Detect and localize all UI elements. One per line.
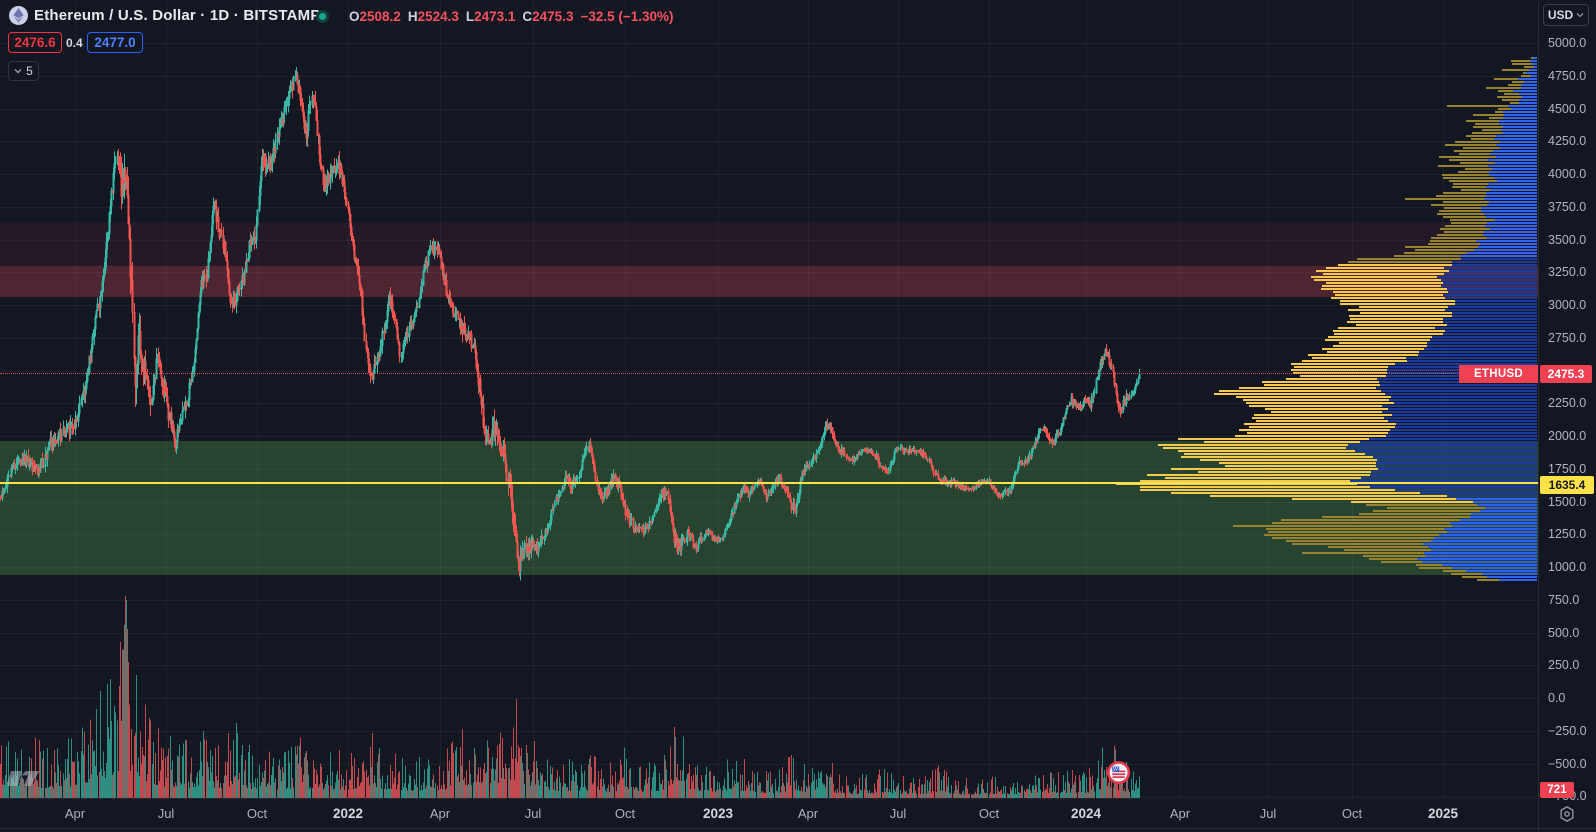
time-axis-label[interactable]: Oct [614, 806, 636, 821]
close-label: C [522, 9, 533, 24]
time-axis-label[interactable]: 2025 [1427, 806, 1459, 821]
open-label: O [349, 9, 360, 24]
time-axis-label[interactable]: Oct [246, 806, 268, 821]
price-axis-label: 2250.0 [1548, 396, 1587, 411]
bid-button[interactable]: 2476.6 [8, 32, 62, 53]
price-axis-label: −500.0 [1548, 756, 1587, 771]
tradingview-logo-watermark [8, 766, 46, 790]
symbol-title[interactable]: Ethereum / U.S. Dollar · 1D · BITSTAMP [34, 7, 321, 24]
open-value: 2508.2 [359, 9, 401, 24]
ask-button[interactable]: 2477.0 [87, 32, 143, 53]
price-line-symbol-tag: ETHUSD [1459, 365, 1538, 383]
chevron-down-icon [14, 69, 22, 74]
time-axis-label[interactable]: 2024 [1070, 806, 1102, 821]
price-axis-label: −250.0 [1548, 723, 1587, 738]
last-price-tag: 2475.3 [1540, 365, 1592, 383]
price-axis[interactable]: USD 5000.0 4750.0 4500.0 4250.0 4000.0 3750.0… [1538, 0, 1596, 832]
price-axis-label: 1250.0 [1548, 527, 1587, 542]
resistance-zone[interactable] [0, 266, 1538, 297]
volume-profile [1116, 57, 1537, 581]
time-axis[interactable]: Apr Jul Oct 2022 Apr Jul Oct 2023 Apr Jul Oct 2024 A… [0, 798, 1538, 828]
price-axis-label: 2750.0 [1548, 330, 1587, 345]
time-axis-label[interactable]: Jul [157, 806, 175, 821]
price-axis-label: 1500.0 [1548, 494, 1587, 509]
time-axis-label[interactable]: Apr [64, 806, 86, 821]
currency-label: USD [1547, 8, 1574, 22]
axis-settings-gear-icon[interactable] [1557, 804, 1577, 824]
price-axis-label: 4500.0 [1548, 101, 1587, 116]
time-axis-label[interactable]: Oct [978, 806, 1000, 821]
high-value: 2524.3 [417, 9, 459, 24]
price-axis-label: 3500.0 [1548, 232, 1587, 247]
time-axis-label[interactable]: Jul [524, 806, 542, 821]
price-axis-label: 4750.0 [1548, 68, 1587, 83]
object-count: 5 [26, 64, 33, 78]
ethereum-logo-icon [9, 6, 28, 25]
high-label: H [407, 9, 418, 24]
current-price-line[interactable] [0, 373, 1538, 374]
price-axis-label: 3000.0 [1548, 298, 1587, 312]
price-axis-label: 1000.0 [1548, 560, 1587, 574]
time-axis-label[interactable]: Apr [429, 806, 451, 821]
time-axis-label[interactable]: Oct [1341, 806, 1363, 821]
horizontal-level-line[interactable] [0, 482, 1538, 485]
time-axis-label[interactable]: 2022 [332, 806, 364, 821]
time-axis-label[interactable]: Jul [1259, 806, 1277, 821]
object-tree-toggle[interactable]: 5 [8, 61, 39, 81]
market-status-dot[interactable] [316, 10, 329, 23]
price-axis-label: 3750.0 [1548, 199, 1587, 214]
time-axis-label[interactable]: 2023 [702, 806, 734, 821]
chevron-down-icon [1576, 13, 1584, 18]
time-axis-label[interactable]: Apr [797, 806, 819, 821]
volume-pane [0, 596, 1140, 798]
price-axis-label: 250.0 [1548, 658, 1580, 673]
time-axis-label[interactable]: Apr [1169, 806, 1191, 821]
time-axis-label[interactable]: Jul [889, 806, 907, 821]
price-axis-label: 500.0 [1548, 625, 1580, 640]
price-axis-label: 4000.0 [1548, 167, 1587, 181]
close-value: 2475.3 [532, 9, 574, 24]
price-chart-canvas[interactable] [0, 0, 1538, 832]
low-label: L [465, 9, 475, 24]
price-axis-label: 5000.0 [1548, 36, 1587, 50]
price-axis-label: 0.0 [1548, 691, 1566, 705]
bottom-separator [0, 828, 1596, 829]
currency-selector-button[interactable]: USD [1543, 4, 1589, 26]
price-axis-label: 1750.0 [1548, 461, 1587, 476]
economic-event-us-flag-icon[interactable] [1106, 760, 1132, 786]
ohlc-readout: O2508.2 H2524.3 L2473.1 C2475.3 −32.5 (−1.30… [349, 9, 674, 24]
price-axis-label: 2000.0 [1548, 429, 1587, 443]
price-axis-label: 750.0 [1548, 592, 1580, 607]
price-axis-label: 4250.0 [1548, 134, 1587, 149]
volume-value-tag: 721 [1540, 782, 1574, 798]
spread-value: 0.4 [66, 36, 83, 50]
candlestick-series [0, 67, 1141, 581]
price-axis-label: 3250.0 [1548, 265, 1587, 280]
change-value: −32.5 (−1.30%) [580, 9, 674, 24]
low-value: 2473.1 [474, 9, 516, 24]
level-price-tag: 1635.4 [1540, 476, 1594, 494]
